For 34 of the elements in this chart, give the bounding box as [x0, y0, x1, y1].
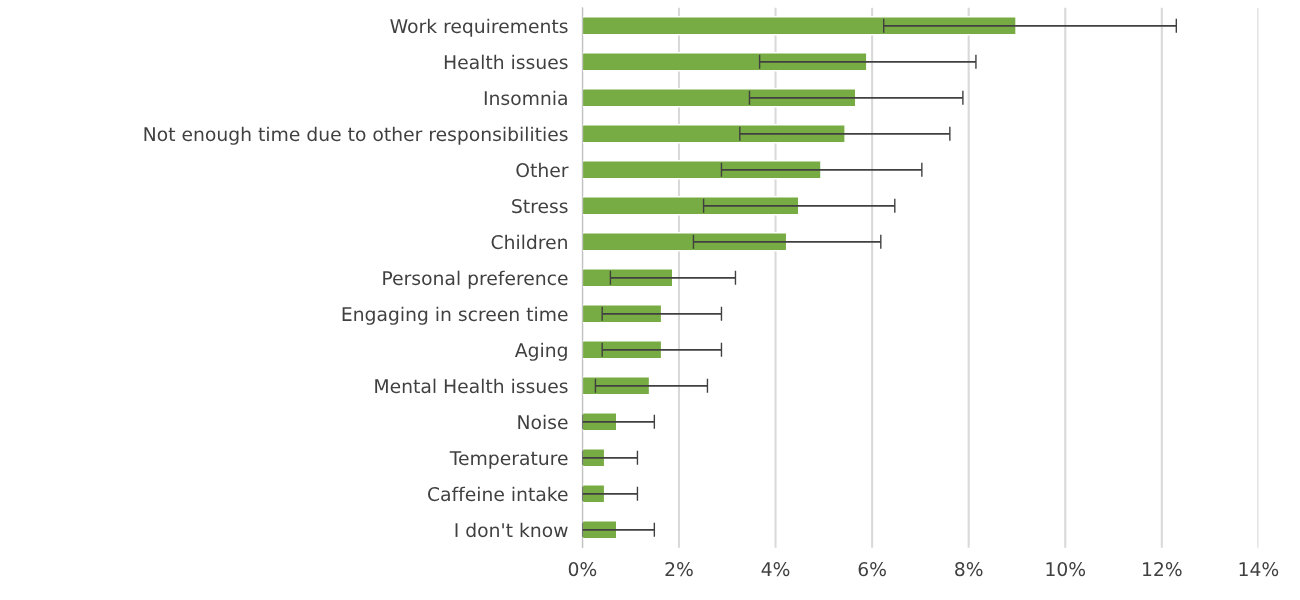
- y-tick-label: I don't know: [455, 522, 568, 538]
- y-tick-label: Children: [491, 234, 567, 250]
- x-tick-label: 0%: [568, 562, 597, 577]
- x-tick-label: 2%: [665, 562, 693, 577]
- y-tick-label: Aging: [514, 342, 567, 361]
- y-tick-label: Noise: [518, 414, 568, 430]
- y-tick-label: Stress: [512, 199, 568, 214]
- bar: [582, 124, 846, 144]
- x-tick-label: 4%: [761, 562, 790, 577]
- bar: [582, 160, 822, 180]
- y-tick-label: Work requirements: [390, 18, 568, 37]
- bar: [582, 88, 857, 108]
- bar: [582, 232, 788, 252]
- bar: [582, 304, 663, 324]
- bar: [582, 16, 1017, 36]
- y-tick-label: Insomnia: [484, 90, 567, 106]
- y-tick-label: Health issues: [444, 54, 568, 70]
- x-tick-label: 8%: [955, 562, 983, 577]
- bar: [582, 376, 651, 396]
- bar: [582, 268, 674, 288]
- x-tick-label: 6%: [858, 562, 886, 577]
- y-tick-label: Other: [516, 162, 569, 178]
- bar: [582, 340, 663, 360]
- x-tick-label: 12%: [1143, 562, 1182, 577]
- y-tick-label: Not enough time due to other responsibilities: [144, 126, 568, 145]
- y-tick-label: Engaging in screen time: [342, 306, 568, 325]
- x-tick-label: 14%: [1239, 562, 1279, 577]
- x-tick-label: 10%: [1046, 562, 1086, 577]
- y-tick-label: Temperature: [449, 451, 568, 469]
- bar: [582, 196, 800, 216]
- y-tick-label: Mental Health issues: [375, 378, 568, 394]
- y-tick-label: Caffeine intake: [428, 486, 568, 502]
- y-tick-label: Personal preference: [383, 270, 568, 289]
- bar: [582, 52, 868, 72]
